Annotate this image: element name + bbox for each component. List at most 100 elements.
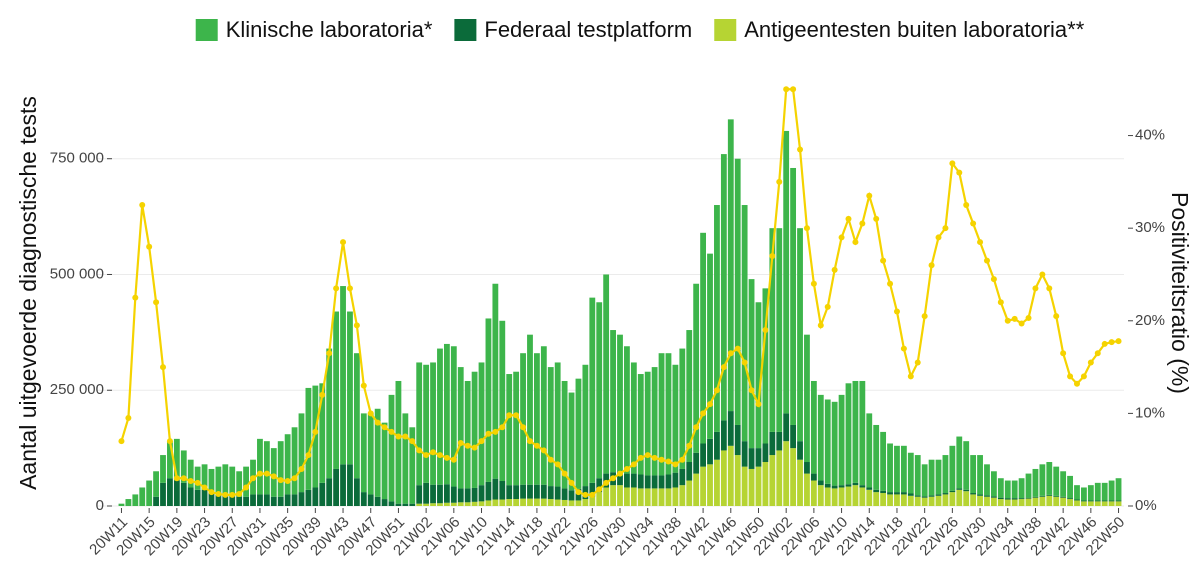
bar-segment (471, 501, 478, 506)
bar-segment (900, 494, 907, 506)
y2-tick-label: 10% (1135, 404, 1165, 421)
line-point (720, 364, 727, 371)
line-point (125, 415, 132, 422)
line-point (997, 299, 1004, 306)
bar-segment (1074, 499, 1080, 501)
bar-segment (492, 499, 499, 506)
bar-segment (160, 482, 166, 506)
bar-segment (430, 484, 436, 504)
bar-segment (956, 489, 963, 506)
line-point (153, 299, 160, 306)
bar-segment (312, 385, 319, 488)
bar-segment (880, 490, 887, 494)
bar-segment (1101, 482, 1108, 501)
bar-segment (776, 450, 783, 506)
line-point (326, 350, 333, 357)
bar-segment (416, 503, 423, 506)
line-point (367, 410, 374, 417)
bar-segment (859, 485, 866, 488)
bar-segment (658, 353, 665, 476)
line-point (1115, 338, 1122, 345)
bar-segment (679, 468, 686, 486)
bar-segment (797, 228, 803, 442)
bar-segment (783, 413, 790, 442)
bar-segment (589, 496, 596, 506)
line-point (443, 454, 450, 461)
line-point (693, 424, 700, 431)
bar-segment (887, 492, 893, 495)
bar-segment (416, 362, 423, 486)
bar-segment (1115, 478, 1122, 501)
y2-tick-label: 0% (1135, 497, 1157, 514)
bar-segment (146, 480, 153, 506)
bar-segment (250, 494, 256, 506)
bar-segment (672, 472, 679, 488)
line-point (963, 202, 970, 209)
line-point (852, 239, 859, 246)
bar-segment (180, 450, 187, 483)
bar-segment (236, 471, 243, 497)
bar-segment (402, 503, 409, 506)
bar-segment (914, 495, 921, 497)
bar-segment (284, 434, 291, 495)
bar-segment (1067, 475, 1073, 499)
line-point (887, 280, 894, 287)
line-point (713, 387, 720, 394)
bar-segment (277, 441, 284, 497)
bar-segment (686, 462, 693, 481)
bar-segment (686, 330, 693, 463)
line-point (1046, 285, 1053, 292)
bar-segment (333, 468, 340, 506)
line-point (1032, 285, 1039, 292)
bar-segment (727, 411, 734, 446)
bar-segment (686, 480, 693, 506)
bar-segment (921, 497, 928, 506)
line-point (582, 491, 589, 498)
bar-segment (776, 228, 783, 432)
line-point (464, 442, 471, 449)
bar-segment (970, 494, 977, 506)
line-point (243, 484, 250, 491)
bar-segment (783, 441, 790, 506)
line-point (617, 470, 623, 477)
bar-segment (852, 380, 859, 483)
bar-segment (153, 471, 159, 497)
line-point (395, 433, 402, 440)
bar-segment (783, 130, 790, 414)
bar-segment (180, 482, 187, 506)
bar-segment (312, 487, 319, 506)
bar-segment (506, 499, 513, 506)
bar-segment (118, 503, 125, 506)
bar-segment (942, 494, 949, 506)
bar-segment (381, 422, 388, 500)
bar-segment (1060, 497, 1067, 506)
line-point (215, 490, 222, 497)
line-point (333, 285, 340, 292)
bar-segment (610, 330, 616, 473)
bar-segment (430, 362, 436, 485)
bar-segment (762, 443, 769, 463)
line-point (810, 280, 817, 287)
y-tick-label: 500 000 (50, 265, 104, 282)
line-point (1025, 315, 1032, 322)
bar-segment (1039, 464, 1046, 496)
line-point (423, 452, 430, 459)
line-point (762, 327, 769, 334)
line-point (312, 428, 319, 435)
bar-segment (693, 473, 700, 506)
bar-segment (1108, 501, 1115, 506)
bar-segment (831, 485, 838, 489)
line-point (492, 428, 499, 435)
bar-segment (381, 499, 388, 506)
line-point (783, 86, 790, 93)
bar-segment (298, 492, 305, 506)
bar-segment (921, 464, 928, 497)
line-point (1011, 315, 1018, 322)
bar-segment (1039, 495, 1046, 497)
line-point (263, 470, 270, 477)
bar-segment (935, 494, 942, 496)
bar-segment (353, 353, 360, 479)
line-point (374, 419, 381, 426)
line-point (866, 192, 873, 199)
bar-segment (347, 464, 353, 506)
